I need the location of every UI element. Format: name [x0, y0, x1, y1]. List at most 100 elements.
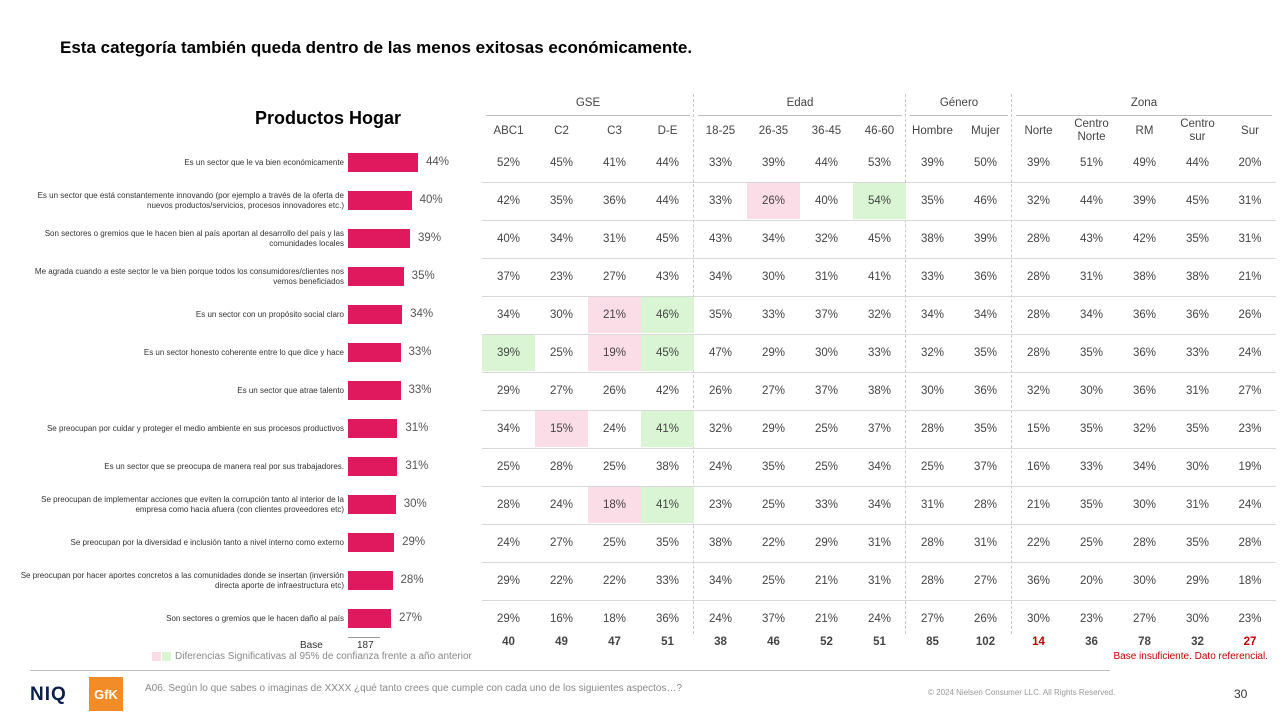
table-cell: 30% — [1132, 499, 1157, 511]
table-cell: 28% — [1026, 233, 1051, 245]
group-underline — [698, 115, 902, 116]
table-cell: 38% — [1132, 271, 1157, 283]
group-underline — [1016, 115, 1272, 116]
table-cell: 34% — [867, 461, 892, 473]
table-cell: 31% — [1238, 233, 1262, 245]
table-cell: 27% — [973, 575, 998, 587]
table-cell: 36% — [1132, 385, 1157, 397]
table-cell: 36% — [973, 385, 998, 397]
group-header: Edad — [786, 97, 814, 109]
table-cell: 22% — [761, 537, 786, 549]
row-label: Es un sector que le va bien económicamen… — [184, 158, 344, 167]
table-cell: 20% — [1238, 157, 1262, 169]
table-cell: 23% — [549, 271, 574, 283]
table-cell: 37% — [761, 613, 786, 625]
row-label: Se preocupan por cuidar y proteger el me… — [46, 424, 344, 433]
bar — [348, 229, 411, 248]
row-separator — [482, 334, 1276, 335]
base-cell: 49 — [555, 636, 568, 648]
row-label: Son sectores o gremios que le hacen bien… — [44, 229, 344, 248]
table-cell: 28% — [973, 499, 998, 511]
table-cell: 33% — [920, 271, 945, 283]
row-label: Es un sector que atrae talento — [237, 386, 344, 395]
table-cell: 32% — [814, 233, 839, 245]
group-underline — [486, 115, 690, 116]
table-cell: 28% — [920, 537, 945, 549]
table-cell: 37% — [973, 461, 998, 473]
table-cell: 54% — [853, 183, 906, 219]
table-cell: 33% — [761, 309, 786, 321]
table-cell: 28% — [1132, 537, 1157, 549]
base-cell: 85 — [926, 636, 939, 648]
table-cell: 32% — [1026, 195, 1051, 207]
table-cell: 21% — [1026, 499, 1051, 511]
table-cell: 37% — [867, 423, 892, 435]
table-cell: 18% — [588, 487, 641, 523]
table-cell: 31% — [973, 537, 998, 549]
table-cell: 39% — [482, 335, 535, 371]
table-cell: 19% — [588, 335, 641, 371]
table-cell: 39% — [920, 157, 945, 169]
bar-value-label: 40% — [419, 194, 443, 206]
bar-value-label: 33% — [408, 384, 432, 396]
table-cell: 29% — [761, 347, 786, 359]
table-cell: 53% — [867, 157, 892, 169]
base-cell: 47 — [608, 636, 621, 648]
table-cell: 22% — [1026, 537, 1051, 549]
table-cell: 34% — [761, 233, 786, 245]
column-header: Mujer — [971, 124, 1000, 137]
table-cell: 35% — [1079, 347, 1104, 359]
table-cell: 24% — [1238, 499, 1262, 511]
table-cell: 24% — [496, 537, 521, 549]
base-cell: 102 — [975, 636, 996, 648]
table-cell: 36% — [1026, 575, 1051, 587]
column-header: Hombre — [912, 124, 953, 137]
table-cell: 25% — [602, 461, 627, 473]
table-cell: 34% — [1132, 461, 1157, 473]
table-cell: 28% — [920, 575, 945, 587]
table-cell: 41% — [641, 487, 694, 523]
chart-title: Productos Hogar — [255, 108, 402, 128]
bar-value-label: 44% — [426, 156, 450, 168]
table-cell: 24% — [708, 613, 733, 625]
table-cell: 36% — [973, 271, 998, 283]
table-cell: 40% — [496, 233, 521, 245]
table-cell: 33% — [867, 347, 892, 359]
table-cell: 47% — [708, 347, 733, 359]
table-cell: 34% — [973, 309, 998, 321]
gfk-logo: GfK — [89, 677, 123, 711]
table-cell: 38% — [867, 385, 892, 397]
table-cell: 36% — [1185, 309, 1210, 321]
table-cell: 35% — [1185, 423, 1210, 435]
column-header: 18-25 — [705, 124, 736, 137]
table-cell: 28% — [496, 499, 521, 511]
table-cell: 23% — [1238, 423, 1262, 435]
table-cell: 41% — [641, 411, 694, 447]
column-header: Norte — [1024, 124, 1053, 137]
table-cell: 34% — [708, 271, 733, 283]
table-cell: 18% — [602, 613, 627, 625]
table-cell: 35% — [1185, 537, 1210, 549]
base-cell: 46 — [767, 636, 780, 648]
base-cell: 51 — [661, 636, 674, 648]
bar — [348, 305, 403, 324]
table-cell: 29% — [496, 613, 521, 625]
question-text: A06. Según lo que sabes o imaginas de XX… — [145, 683, 683, 694]
table-cell: 26% — [708, 385, 733, 397]
table-cell: 35% — [761, 461, 786, 473]
table-cell: 35% — [708, 309, 733, 321]
table-cell: 39% — [1132, 195, 1157, 207]
row-label: Es un sector con un propósito social cla… — [195, 310, 344, 319]
table-cell: 31% — [867, 575, 892, 587]
table-cell: 25% — [920, 461, 945, 473]
table-cell: 31% — [867, 537, 892, 549]
table-cell: 25% — [761, 499, 786, 511]
table-cell: 27% — [549, 537, 574, 549]
table-cell: 15% — [535, 411, 588, 447]
table-cell: 35% — [920, 195, 945, 207]
column-header: 46-60 — [864, 124, 895, 137]
table-cell: 36% — [1132, 347, 1157, 359]
bar — [348, 533, 395, 552]
table-cell: 34% — [1079, 309, 1104, 321]
table-cell: 35% — [655, 537, 680, 549]
